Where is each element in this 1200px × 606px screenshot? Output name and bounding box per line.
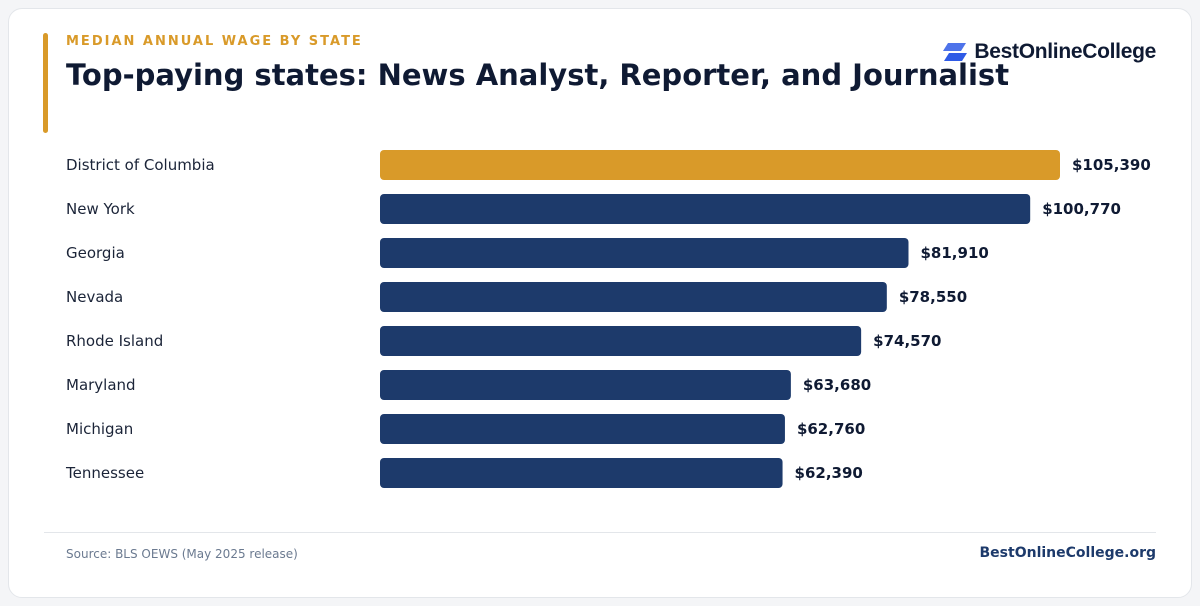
category-label: New York <box>66 200 135 218</box>
bar[interactable] <box>380 150 1060 180</box>
bar[interactable] <box>380 414 785 444</box>
bar-value-label: $100,770 <box>1042 200 1121 218</box>
category-label: Rhode Island <box>66 332 163 350</box>
brand-logo[interactable]: BestOnlineCollege <box>942 40 1156 64</box>
category-label: Tennessee <box>65 464 144 482</box>
title-accent-bar <box>43 33 48 133</box>
bar[interactable] <box>380 458 783 488</box>
footer-brand-link[interactable]: BestOnlineCollege.org <box>979 545 1156 561</box>
bar-value-label: $63,680 <box>803 376 871 394</box>
bar[interactable] <box>380 238 909 268</box>
chart-eyebrow: MEDIAN ANNUAL WAGE BY STATE <box>66 34 363 49</box>
footer-divider <box>44 532 1156 533</box>
bar-value-label: $81,910 <box>921 244 989 262</box>
bar[interactable] <box>380 282 887 312</box>
category-label: Georgia <box>66 244 125 262</box>
stacked-parallelogram-logo-icon <box>942 42 968 62</box>
bar-value-label: $78,550 <box>899 288 967 306</box>
source-note: Source: BLS OEWS (May 2025 release) <box>66 547 298 561</box>
category-label: Maryland <box>66 376 136 394</box>
bar[interactable] <box>380 370 791 400</box>
bar[interactable] <box>380 326 862 356</box>
bar[interactable] <box>380 194 1031 224</box>
category-label: District of Columbia <box>66 156 215 174</box>
category-label: Michigan <box>66 420 133 438</box>
bar-value-label: $105,390 <box>1072 156 1151 174</box>
category-label: Nevada <box>66 288 123 306</box>
bar-value-label: $74,570 <box>873 332 941 350</box>
brand-logo-text: BestOnlineCollege <box>974 40 1156 63</box>
chart-title: Top-paying states: News Analyst, Reporte… <box>66 58 1010 92</box>
bar-value-label: $62,760 <box>797 420 865 438</box>
bar-value-label: $62,390 <box>795 464 863 482</box>
